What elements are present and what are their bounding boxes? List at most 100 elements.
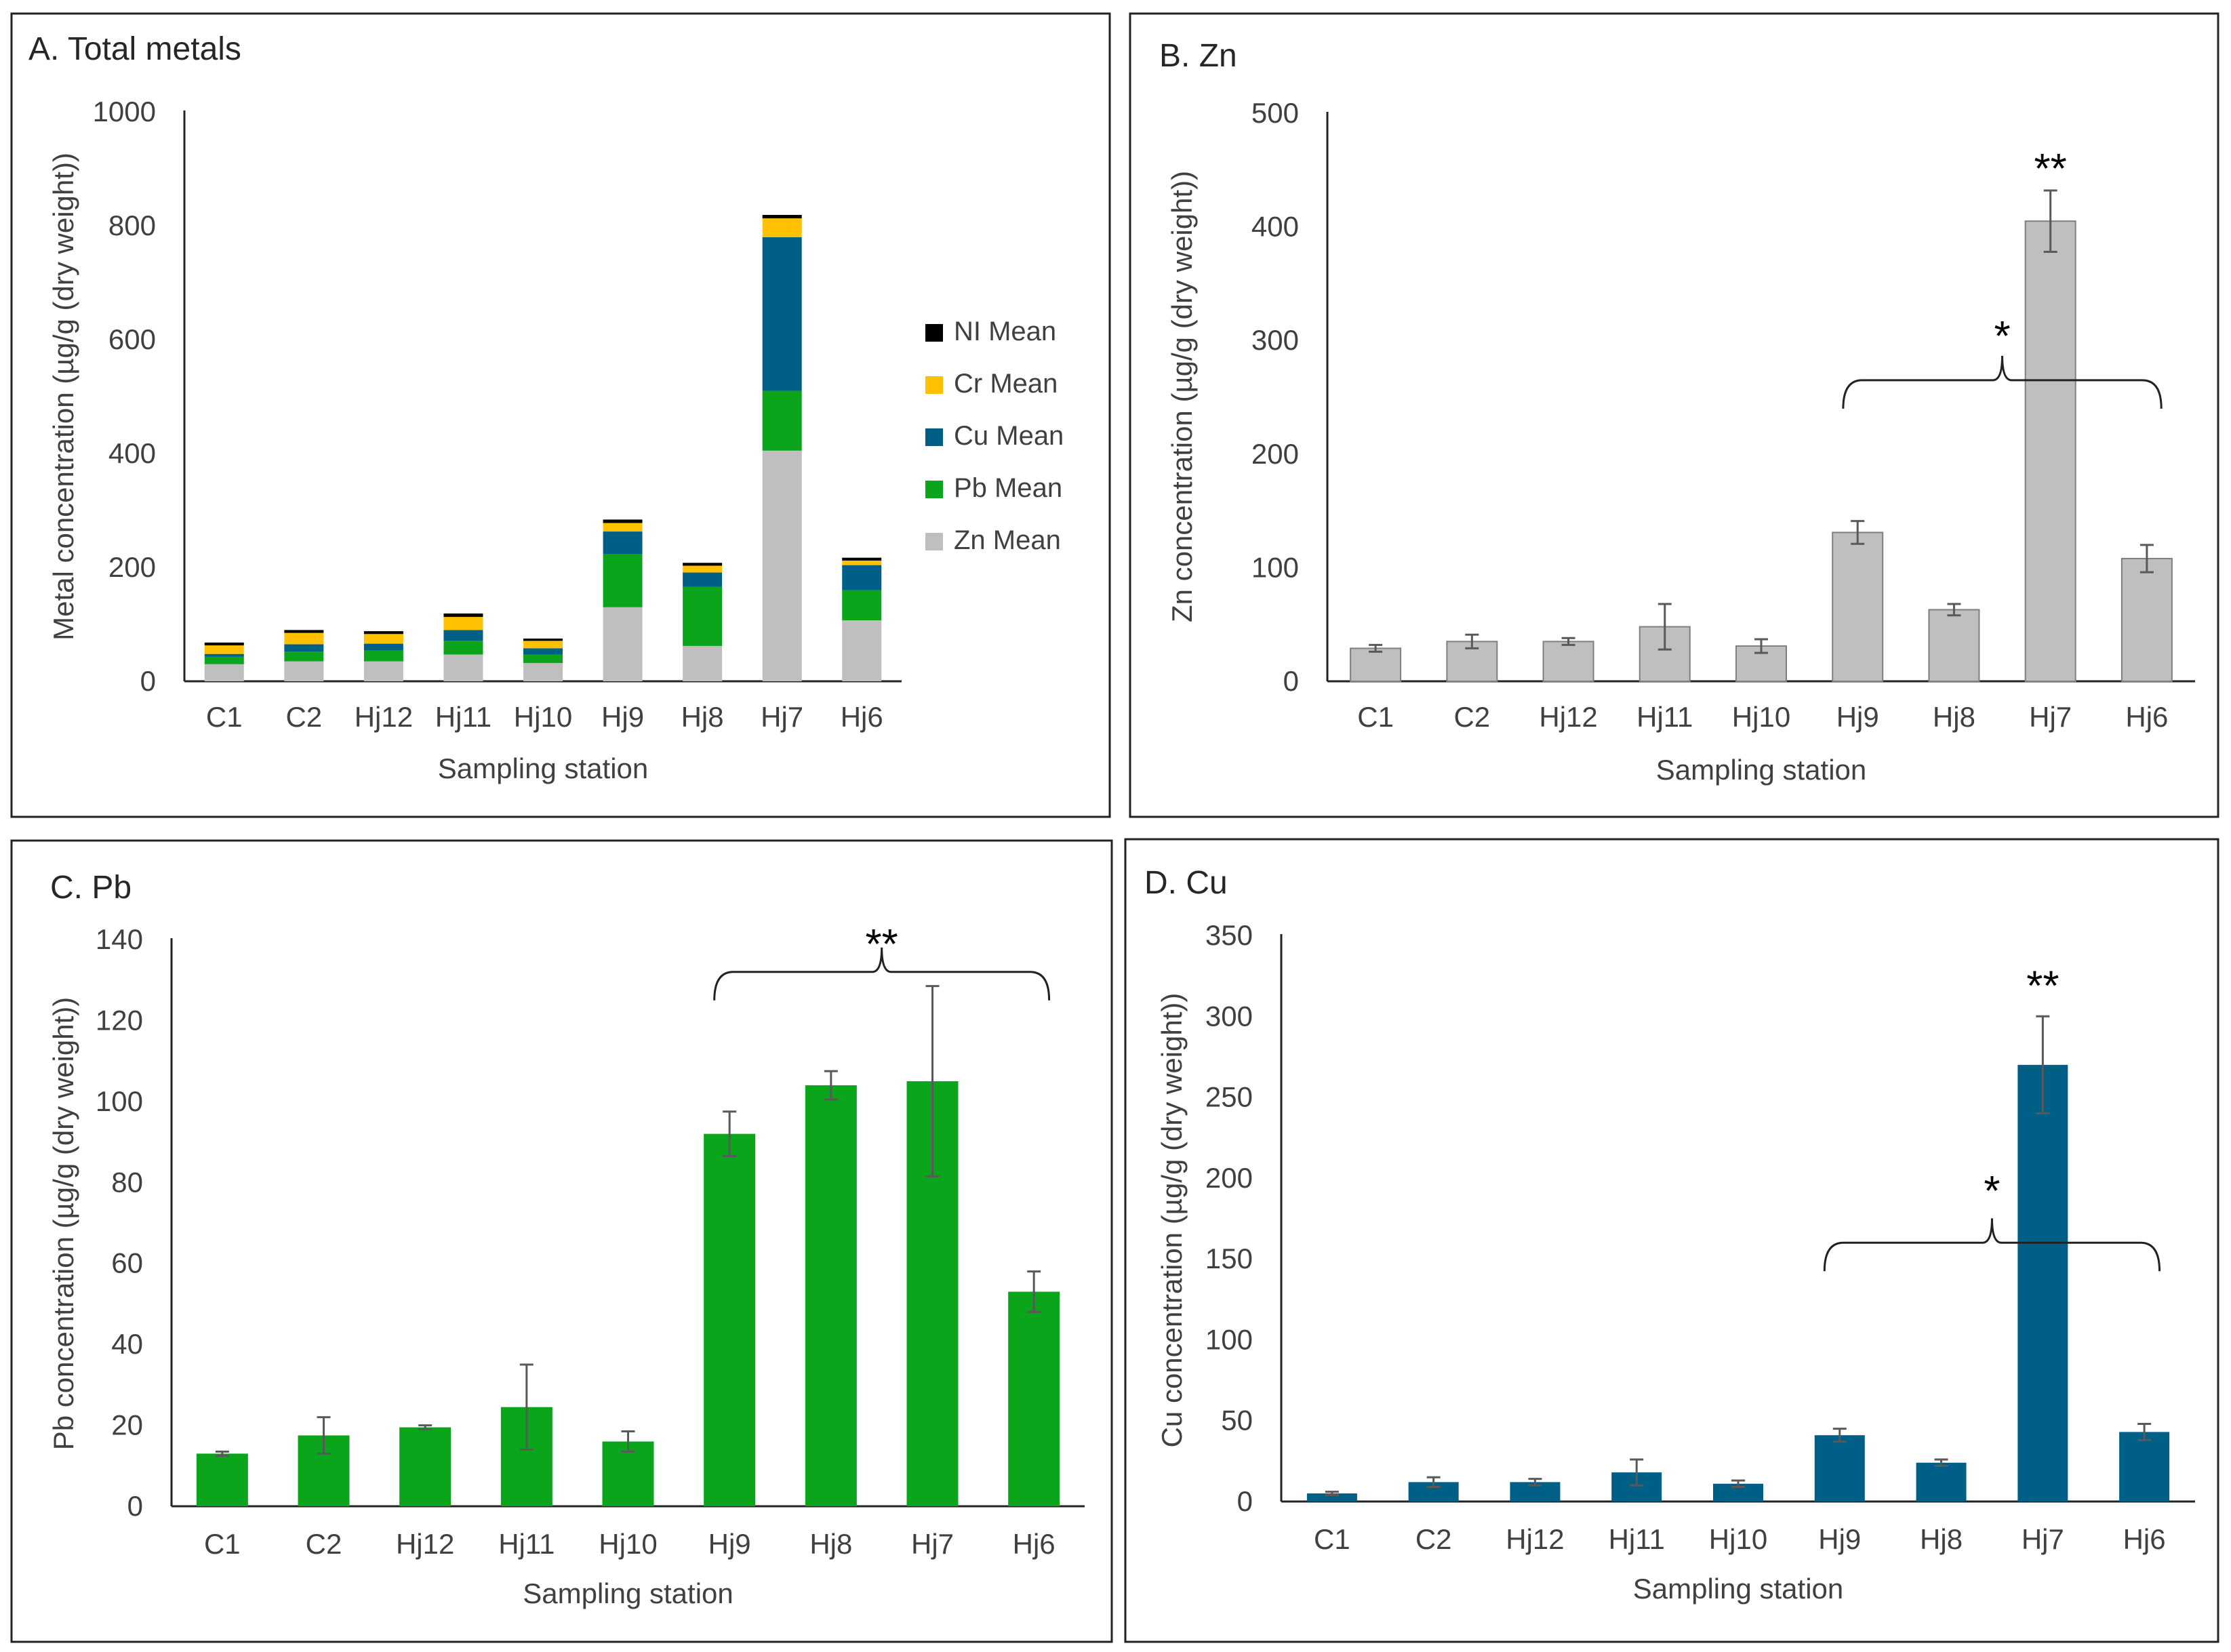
bar-cu-mean-hj8 <box>683 572 723 587</box>
y-tick-label: 0 <box>127 1490 143 1522</box>
x-tick-label-hj12: Hj12 <box>396 1528 454 1560</box>
x-tick-label-hj11: Hj11 <box>435 701 491 733</box>
y-tick-label: 250 <box>1205 1081 1253 1113</box>
x-tick-label-c1: C1 <box>1357 701 1394 733</box>
x-tick-label-hj12: Hj12 <box>1506 1523 1564 1555</box>
bar-pb-mean-c2 <box>284 651 324 662</box>
y-tick-label: 40 <box>111 1328 143 1360</box>
chart-title: C. Pb <box>50 870 132 906</box>
y-tick-label: 60 <box>111 1247 143 1279</box>
y-axis-label: Zn concentration (µg/g (dry weight)) <box>1166 171 1198 622</box>
bar-ni-mean-hj6 <box>842 557 882 561</box>
y-tick-label: 200 <box>108 551 156 583</box>
x-tick-label-c1: C1 <box>206 701 243 733</box>
y-tick-label: 300 <box>1251 324 1299 356</box>
legend-label-cr-mean: Cr Mean <box>954 369 1058 399</box>
legend-label-ni-mean: NI Mean <box>954 317 1056 346</box>
bar-pb-mean-hj11 <box>443 641 483 655</box>
bar-pb-mean-hj12 <box>363 650 403 662</box>
bar-c1 <box>1350 647 1402 682</box>
bar-cr-mean-c2 <box>284 632 324 645</box>
y-tick-label: 200 <box>1251 438 1299 470</box>
bar-zn-mean-hj12 <box>363 661 403 681</box>
y-tick-label: 0 <box>140 665 156 697</box>
legend-swatch-cr-mean <box>925 376 943 394</box>
y-tick-label: 400 <box>108 437 156 469</box>
legend-swatch-zn-mean <box>925 533 943 550</box>
x-tick-label-c1: C1 <box>1314 1523 1350 1555</box>
x-tick-label-hj10: Hj10 <box>599 1528 657 1560</box>
x-tick-label-hj8: Hj8 <box>1933 701 1975 733</box>
legend-swatch-ni-mean <box>925 324 943 342</box>
x-tick-label-hj9: Hj9 <box>1818 1523 1861 1555</box>
significance-marker: ** <box>2034 146 2067 193</box>
y-tick-label: 800 <box>108 209 156 241</box>
chart-title: D. Cu <box>1144 865 1228 901</box>
bar-zn-mean-hj7 <box>762 450 802 681</box>
x-tick-label-hj11: Hj11 <box>1609 1523 1665 1555</box>
y-tick-label: 120 <box>96 1004 143 1036</box>
bar-ni-mean-c1 <box>204 642 244 646</box>
y-tick-label: 100 <box>1251 551 1299 583</box>
bar-hj9 <box>704 1133 756 1506</box>
y-tick-label: 140 <box>96 923 143 955</box>
x-tick-label-hj12: Hj12 <box>1539 701 1597 733</box>
bar-hj7 <box>2017 1064 2068 1502</box>
y-tick-label: 20 <box>111 1409 143 1441</box>
bar-cr-mean-hj9 <box>603 523 643 532</box>
bar-ni-mean-hj7 <box>762 215 802 219</box>
bar-cu-mean-hj9 <box>603 531 643 555</box>
x-tick-label-hj7: Hj7 <box>2022 1523 2064 1555</box>
bar-ni-mean-hj10 <box>523 639 563 641</box>
bar-cu-mean-hj12 <box>363 643 403 651</box>
x-tick-label-hj11: Hj11 <box>498 1528 555 1560</box>
bar-ni-mean-hj12 <box>363 631 403 634</box>
chart-panel-d: D. Cu 0 50 100 150 200 250 300 350 Cu concentrati… <box>1124 838 2219 1643</box>
y-tick-label: 50 <box>1221 1405 1253 1436</box>
legend-label-zn-mean: Zn Mean <box>954 525 1061 555</box>
x-axis-label: Sampling station <box>523 1577 733 1609</box>
x-tick-label-hj10: Hj10 <box>1709 1523 1767 1555</box>
x-tick-label-hj8: Hj8 <box>1920 1523 1963 1555</box>
y-axis-label: Cu concentration (µg/g (dry weight)) <box>1156 993 1188 1448</box>
legend-label-cu-mean: Cu Mean <box>954 421 1064 451</box>
bar-pb-mean-hj8 <box>683 586 723 646</box>
bar-ni-mean-hj11 <box>443 613 483 618</box>
legend-swatch-cu-mean <box>925 428 943 446</box>
y-tick-label: 200 <box>1205 1162 1253 1194</box>
bar-cr-mean-hj10 <box>523 641 563 649</box>
bar-ni-mean-c2 <box>284 630 324 633</box>
x-tick-label-hj7: Hj7 <box>2029 701 2072 733</box>
bar-ni-mean-hj9 <box>603 519 643 523</box>
bar-zn-mean-hj6 <box>842 620 882 681</box>
significance-bracket <box>1842 355 2163 409</box>
x-tick-label-c2: C2 <box>1415 1523 1452 1555</box>
x-axis-label: Sampling station <box>438 752 649 784</box>
x-tick-label-hj12: Hj12 <box>355 701 413 733</box>
bar-zn-mean-c2 <box>284 661 324 681</box>
x-axis-label: Sampling station <box>1633 1573 1844 1605</box>
chart-panel-c: C. Pb 0 20 40 60 80 100 120 140 Pb concentration … <box>10 839 1113 1643</box>
bar-pb-mean-hj7 <box>762 390 802 451</box>
significance-marker: * <box>1984 1168 2000 1215</box>
bar-cu-mean-hj6 <box>842 565 882 590</box>
bar-zn-mean-hj10 <box>523 663 563 681</box>
y-tick-label: 350 <box>1205 919 1253 951</box>
y-tick-label: 500 <box>1251 97 1299 129</box>
x-tick-label-hj10: Hj10 <box>1732 701 1790 733</box>
bar-hj9 <box>1814 1435 1865 1502</box>
bar-cu-mean-hj7 <box>762 237 802 391</box>
x-tick-label-hj8: Hj8 <box>681 701 724 733</box>
x-tick-label-hj11: Hj11 <box>1636 701 1693 733</box>
x-tick-label-c2: C2 <box>285 701 322 733</box>
x-tick-label-hj7: Hj7 <box>911 1528 954 1560</box>
significance-marker: ** <box>2026 963 2059 1010</box>
chart-panel-a: A. Total metals 0 200 400 600 800 1000 Metal co… <box>10 12 1111 818</box>
bar-cu-mean-hj10 <box>523 648 563 655</box>
bar-hj7 <box>2024 220 2076 683</box>
bar-cu-mean-hj11 <box>443 630 483 641</box>
y-tick-label: 100 <box>1205 1323 1253 1355</box>
legend-swatch-pb-mean <box>925 481 943 498</box>
x-tick-label-hj10: Hj10 <box>514 701 572 733</box>
